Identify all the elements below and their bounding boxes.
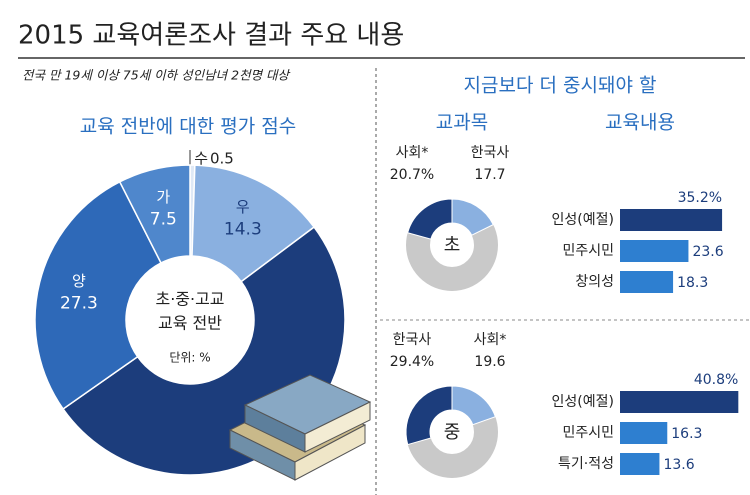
center-label: 교육 전반	[158, 314, 222, 333]
bar	[620, 240, 689, 262]
bar-value: 16.3	[671, 426, 702, 442]
bar-value: 18.3	[677, 275, 708, 291]
donut-segment	[451, 385, 497, 426]
segment-label: 우	[236, 198, 250, 216]
section-subtitle: 교육내용	[605, 112, 675, 134]
bar	[620, 271, 674, 293]
bar-label: 민주시민	[562, 425, 614, 441]
center-label: 초·중·고교	[155, 290, 224, 309]
segment-value: 0.5	[210, 150, 234, 168]
segment-label: 한국사	[471, 145, 510, 161]
segment-label: 양	[72, 272, 86, 290]
bar	[620, 422, 668, 444]
bar	[620, 391, 739, 413]
page-title: 2015 교육여론조사 결과 주요 내용	[18, 21, 404, 51]
bar-label: 인성(예절)	[552, 212, 614, 228]
segment-value: 14.3	[224, 219, 262, 239]
bar-value: 13.6	[663, 457, 694, 473]
segment-value: 19.6	[474, 354, 505, 370]
center-label: 초	[444, 235, 461, 256]
bar	[620, 209, 723, 231]
segment-value: 29.4%	[390, 354, 434, 370]
segment-value: 27.3	[60, 293, 98, 313]
segment-label: 사회*	[396, 145, 429, 161]
segment-value: 17.7	[474, 167, 505, 183]
bar-label: 특기·적성	[558, 456, 614, 472]
donut-segment	[407, 198, 453, 240]
donut-hole	[126, 256, 254, 384]
bar-label: 인성(예절)	[552, 394, 614, 410]
segment-label: 수	[194, 150, 208, 168]
segment-label: 사회*	[474, 332, 507, 348]
books-illustration	[228, 374, 372, 481]
center-label: 중	[444, 422, 461, 443]
bar-value: 40.8%	[694, 372, 738, 388]
bar-label: 민주시민	[562, 243, 614, 259]
donut-segment	[451, 198, 494, 236]
bar-value: 23.6	[692, 244, 723, 260]
unit-label: 단위: %	[169, 351, 210, 365]
segment-value: 20.7%	[390, 167, 434, 183]
chart-title: 교육 전반에 대한 평가 점수	[80, 116, 296, 138]
donut-segment	[405, 385, 453, 446]
segment-label: 한국사	[393, 332, 432, 348]
section-title: 지금보다 더 중시돼야 할	[464, 75, 657, 97]
bar	[620, 453, 660, 475]
bar-value: 35.2%	[678, 190, 722, 206]
subtitle: 전국 만 19세 이상 75세 이하 성인남녀 2천명 대상	[22, 68, 291, 83]
bar-label: 창의성	[575, 274, 614, 290]
segment-label: 가	[156, 188, 170, 206]
section-subtitle: 교과목	[436, 112, 488, 134]
segment-value: 7.5	[150, 210, 177, 230]
